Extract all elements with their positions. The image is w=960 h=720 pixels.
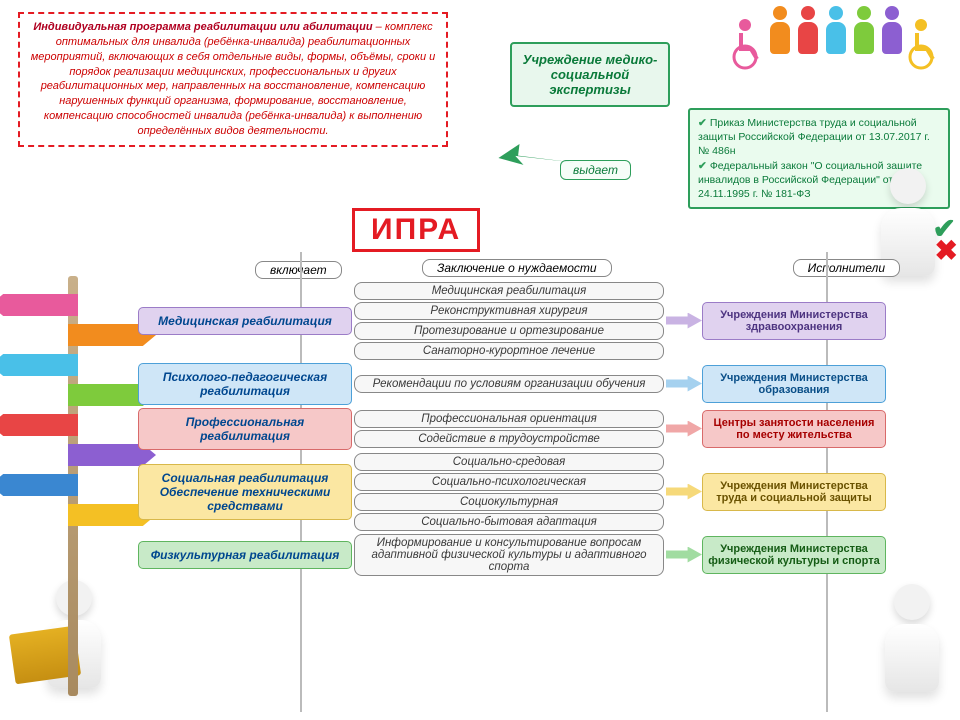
item-pill: Реконструктивная хирургия — [354, 302, 664, 320]
legal-item-1: Приказ Министерства труда и социальной з… — [698, 117, 930, 157]
sign-arrow-icon — [0, 294, 78, 316]
person-icon — [879, 6, 905, 66]
category-box: Физкультурная реабилитация — [138, 541, 352, 569]
item-pill: Протезирование и ортезирование — [354, 322, 664, 340]
institution-box: Учреждение медико-социальной экспертизы — [510, 42, 670, 107]
rehab-row: Психолого-педагогическая реабилитацияРек… — [138, 363, 950, 405]
rehab-row: Социальная реабилитация Обеспечение техн… — [138, 453, 950, 531]
category-box: Профессиональная реабилитация — [138, 408, 352, 450]
person-icon — [795, 6, 821, 66]
sign-arrow-icon — [0, 414, 78, 436]
item-pill: Социально-бытовая адаптация — [354, 513, 664, 531]
person-figure-right — [874, 584, 950, 704]
item-list: Социально-средовая Социально-психологичес… — [354, 453, 664, 531]
executors-label: Исполнители — [793, 259, 900, 277]
executor-box: Учреждения Министерства образования — [702, 365, 886, 403]
sign-arrow-icon — [0, 474, 78, 496]
category-box: Медицинская реабилитация — [138, 307, 352, 335]
wheelchair-icon — [731, 15, 765, 71]
definition-title: Индивидуальная программа реабилитации ил… — [33, 21, 372, 33]
person-icon — [851, 6, 877, 66]
arrow-right-icon — [626, 555, 664, 556]
includes-label: включает — [255, 261, 342, 279]
item-list: Медицинская реабилитация Реконструктивная… — [354, 282, 664, 360]
wheelchair-icon — [907, 15, 941, 71]
conclusion-label: Заключение о нуждаемости — [422, 259, 612, 277]
item-pill: Рекомендации по условиям организации обу… — [354, 375, 664, 393]
people-figures — [730, 6, 942, 71]
person-icon — [823, 6, 849, 66]
item-list: Рекомендации по условиям организации обу… — [354, 375, 664, 393]
category-box: Психолого-педагогическая реабилитация — [138, 363, 352, 405]
item-list: Профессиональная ориентация Содействие в … — [354, 410, 664, 448]
executor-box: Учреждения Министерства здравоохранения — [702, 302, 886, 340]
item-pill: Социально-средовая — [354, 453, 664, 471]
item-pill: Профессиональная ориентация — [354, 410, 664, 428]
executor-box: Центры занятости населения по месту жите… — [702, 410, 886, 448]
executor-box: Учреждения Министерства физической культ… — [702, 536, 886, 574]
person-icon — [767, 6, 793, 66]
arrow-right-icon — [626, 321, 664, 322]
arrow-right-icon — [626, 492, 664, 493]
arrow-right-icon — [626, 429, 664, 430]
item-pill: Содействие в трудоустройстве — [354, 430, 664, 448]
item-pill: Социокультурная — [354, 493, 664, 511]
definition-text: – комплекс оптимальных для инвалида (реб… — [31, 21, 436, 137]
rehab-rows: Медицинская реабилитацияМедицинская реаб… — [138, 282, 950, 579]
cross-icon: ✖ — [935, 234, 958, 267]
executor-box: Учреждения Министерства труда и социальн… — [702, 473, 886, 511]
signpost-icon — [4, 276, 142, 706]
item-pill: Социально-психологическая — [354, 473, 664, 491]
sign-arrow-icon — [0, 354, 78, 376]
green-arrow-icon — [490, 112, 590, 209]
arrow-right-icon — [626, 384, 664, 385]
rehab-row: Физкультурная реабилитацияИнформирование… — [138, 534, 950, 576]
rehab-row: Медицинская реабилитацияМедицинская реаб… — [138, 282, 950, 360]
item-list: Информирование и консультирование вопрос… — [354, 534, 664, 576]
item-pill: Медицинская реабилитация — [354, 282, 664, 300]
definition-box: Индивидуальная программа реабилитации ил… — [18, 12, 448, 147]
category-box: Социальная реабилитация Обеспечение техн… — [138, 464, 352, 520]
ipra-box: ИПРА — [352, 208, 480, 252]
item-pill: Информирование и консультирование вопрос… — [354, 534, 664, 576]
item-pill: Санаторно-курортное лечение — [354, 342, 664, 360]
rehab-row: Профессиональная реабилитацияПрофессиона… — [138, 408, 950, 450]
